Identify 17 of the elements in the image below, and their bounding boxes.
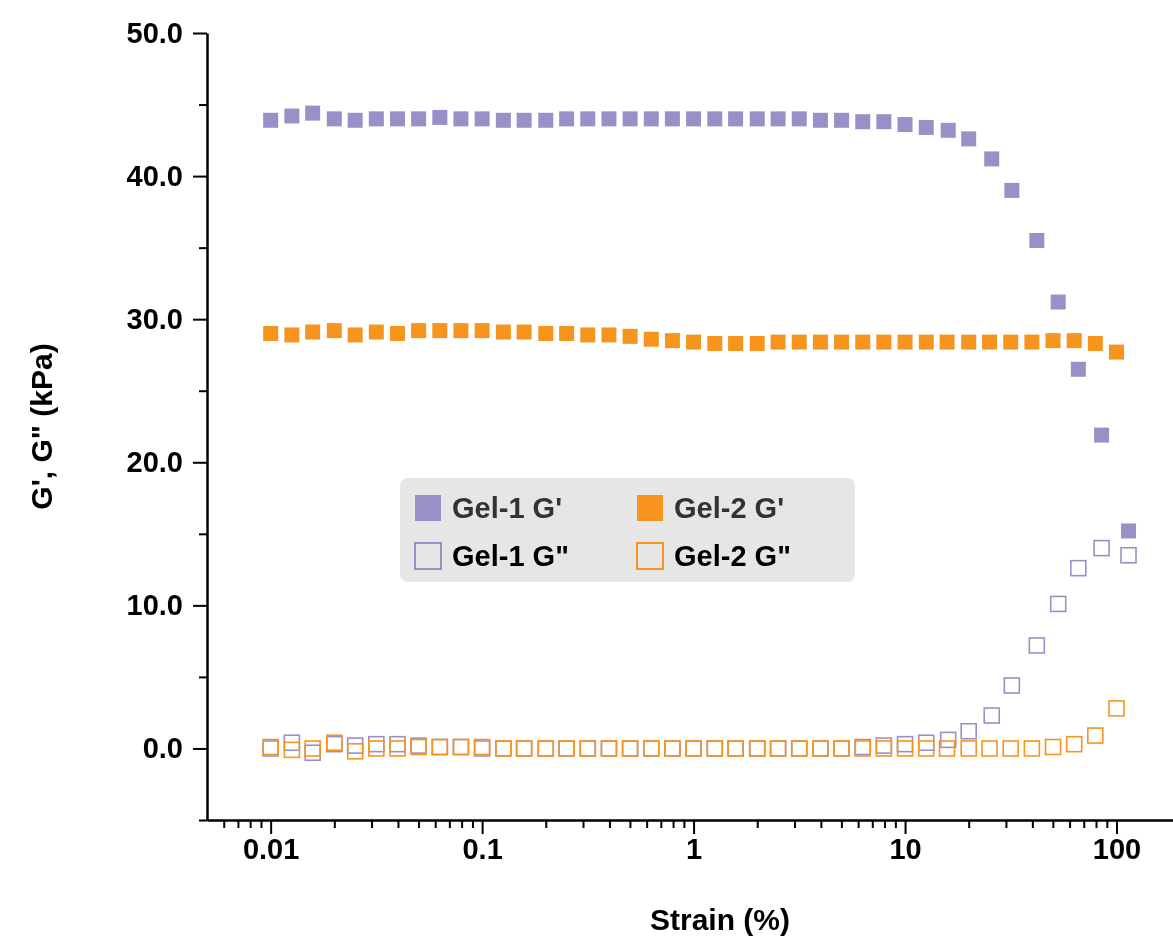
x-tick-label: 0.1 [462, 832, 503, 865]
y-axis-title: G', G" (kPa) [25, 343, 58, 510]
legend-label: Gel-1 G" [452, 540, 569, 572]
y-tick-label: 50.0 [126, 16, 183, 49]
x-tick-label: 10 [889, 832, 922, 865]
y-tick-label: 0.0 [142, 732, 183, 765]
y-tick-label: 30.0 [126, 302, 183, 335]
x-tick-label: 0.01 [242, 832, 300, 865]
y-tick-label: 10.0 [126, 589, 183, 622]
x-tick-label: 100 [1092, 832, 1142, 865]
legend-label: Gel-2 G" [674, 540, 791, 572]
y-tick-label: 20.0 [126, 446, 183, 479]
legend-label: Gel-1 G' [452, 492, 563, 524]
x-tick-label: 1 [686, 832, 703, 865]
y-tick-label: 40.0 [126, 159, 183, 192]
x-axis-title: Strain (%) [649, 903, 791, 936]
legend-label: Gel-2 G' [674, 492, 785, 524]
